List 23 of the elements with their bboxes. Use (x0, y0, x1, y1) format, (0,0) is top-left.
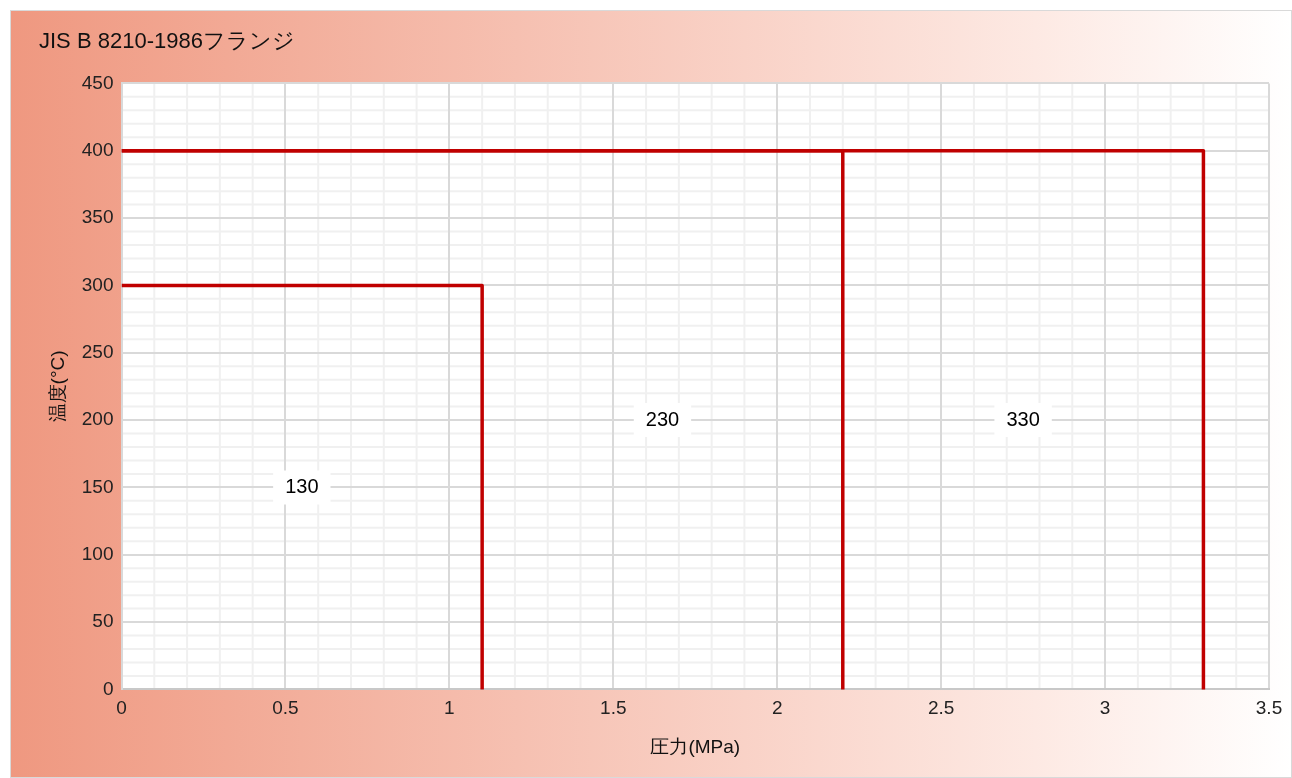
x-tick-label: 2.5 (927, 697, 955, 719)
y-tick-label: 400 (81, 138, 114, 160)
x-tick-label: 1 (444, 697, 455, 719)
y-tick-label: 150 (81, 475, 114, 497)
y-tick-label: 450 (81, 71, 114, 93)
x-tick-label: 2 (771, 697, 783, 719)
x-axis-title: 圧力(MPa) (650, 735, 741, 757)
annotation: 330 (1006, 407, 1040, 430)
annotation: 130 (285, 474, 319, 497)
annotation: 230 (645, 407, 680, 430)
y-axis-title: 温度(°C) (46, 350, 68, 423)
y-tick-label: 350 (81, 206, 114, 228)
chart-title: JIS B 8210-1986フランジ (39, 28, 295, 54)
x-tick-label: 1.5 (600, 697, 627, 719)
y-tick-label: 300 (81, 273, 114, 295)
y-tick-label: 100 (81, 542, 114, 564)
y-tick-label: 50 (92, 610, 114, 632)
x-tick-label: 3 (1099, 697, 1111, 719)
x-tick-label: 3.5 (1255, 697, 1283, 719)
y-tick-label: 250 (81, 340, 114, 362)
y-tick-label: 200 (81, 408, 114, 430)
x-tick-label: 0.5 (272, 697, 299, 719)
y-tick-label: 0 (102, 677, 114, 699)
